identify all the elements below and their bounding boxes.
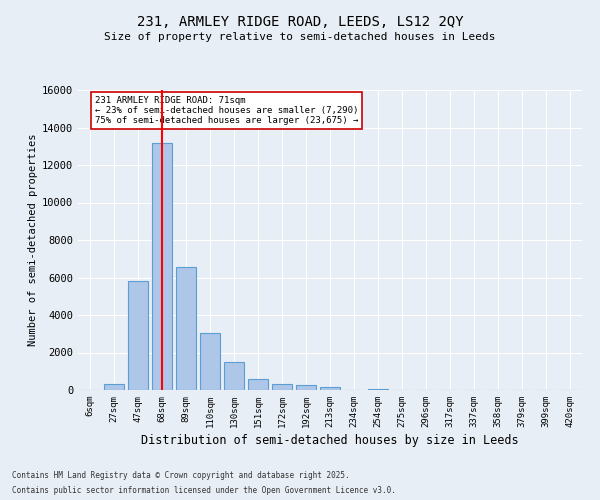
Text: Contains public sector information licensed under the Open Government Licence v3: Contains public sector information licen… [12, 486, 396, 495]
Text: 231 ARMLEY RIDGE ROAD: 71sqm
← 23% of semi-detached houses are smaller (7,290)
7: 231 ARMLEY RIDGE ROAD: 71sqm ← 23% of se… [95, 96, 358, 126]
Bar [296, 386, 316, 390]
Bar [200, 333, 220, 390]
Text: Size of property relative to semi-detached houses in Leeds: Size of property relative to semi-detach… [104, 32, 496, 42]
Bar [320, 387, 340, 390]
Bar [152, 142, 172, 390]
Text: 231, ARMLEY RIDGE ROAD, LEEDS, LS12 2QY: 231, ARMLEY RIDGE ROAD, LEEDS, LS12 2QY [137, 15, 463, 29]
Bar [272, 384, 292, 390]
Bar [104, 384, 124, 390]
Bar [176, 267, 196, 390]
Bar [128, 281, 148, 390]
Bar [224, 362, 244, 390]
Text: Contains HM Land Registry data © Crown copyright and database right 2025.: Contains HM Land Registry data © Crown c… [12, 471, 350, 480]
Bar [248, 379, 268, 390]
Bar [368, 388, 388, 390]
X-axis label: Distribution of semi-detached houses by size in Leeds: Distribution of semi-detached houses by … [141, 434, 519, 447]
Y-axis label: Number of semi-detached properties: Number of semi-detached properties [28, 134, 38, 346]
